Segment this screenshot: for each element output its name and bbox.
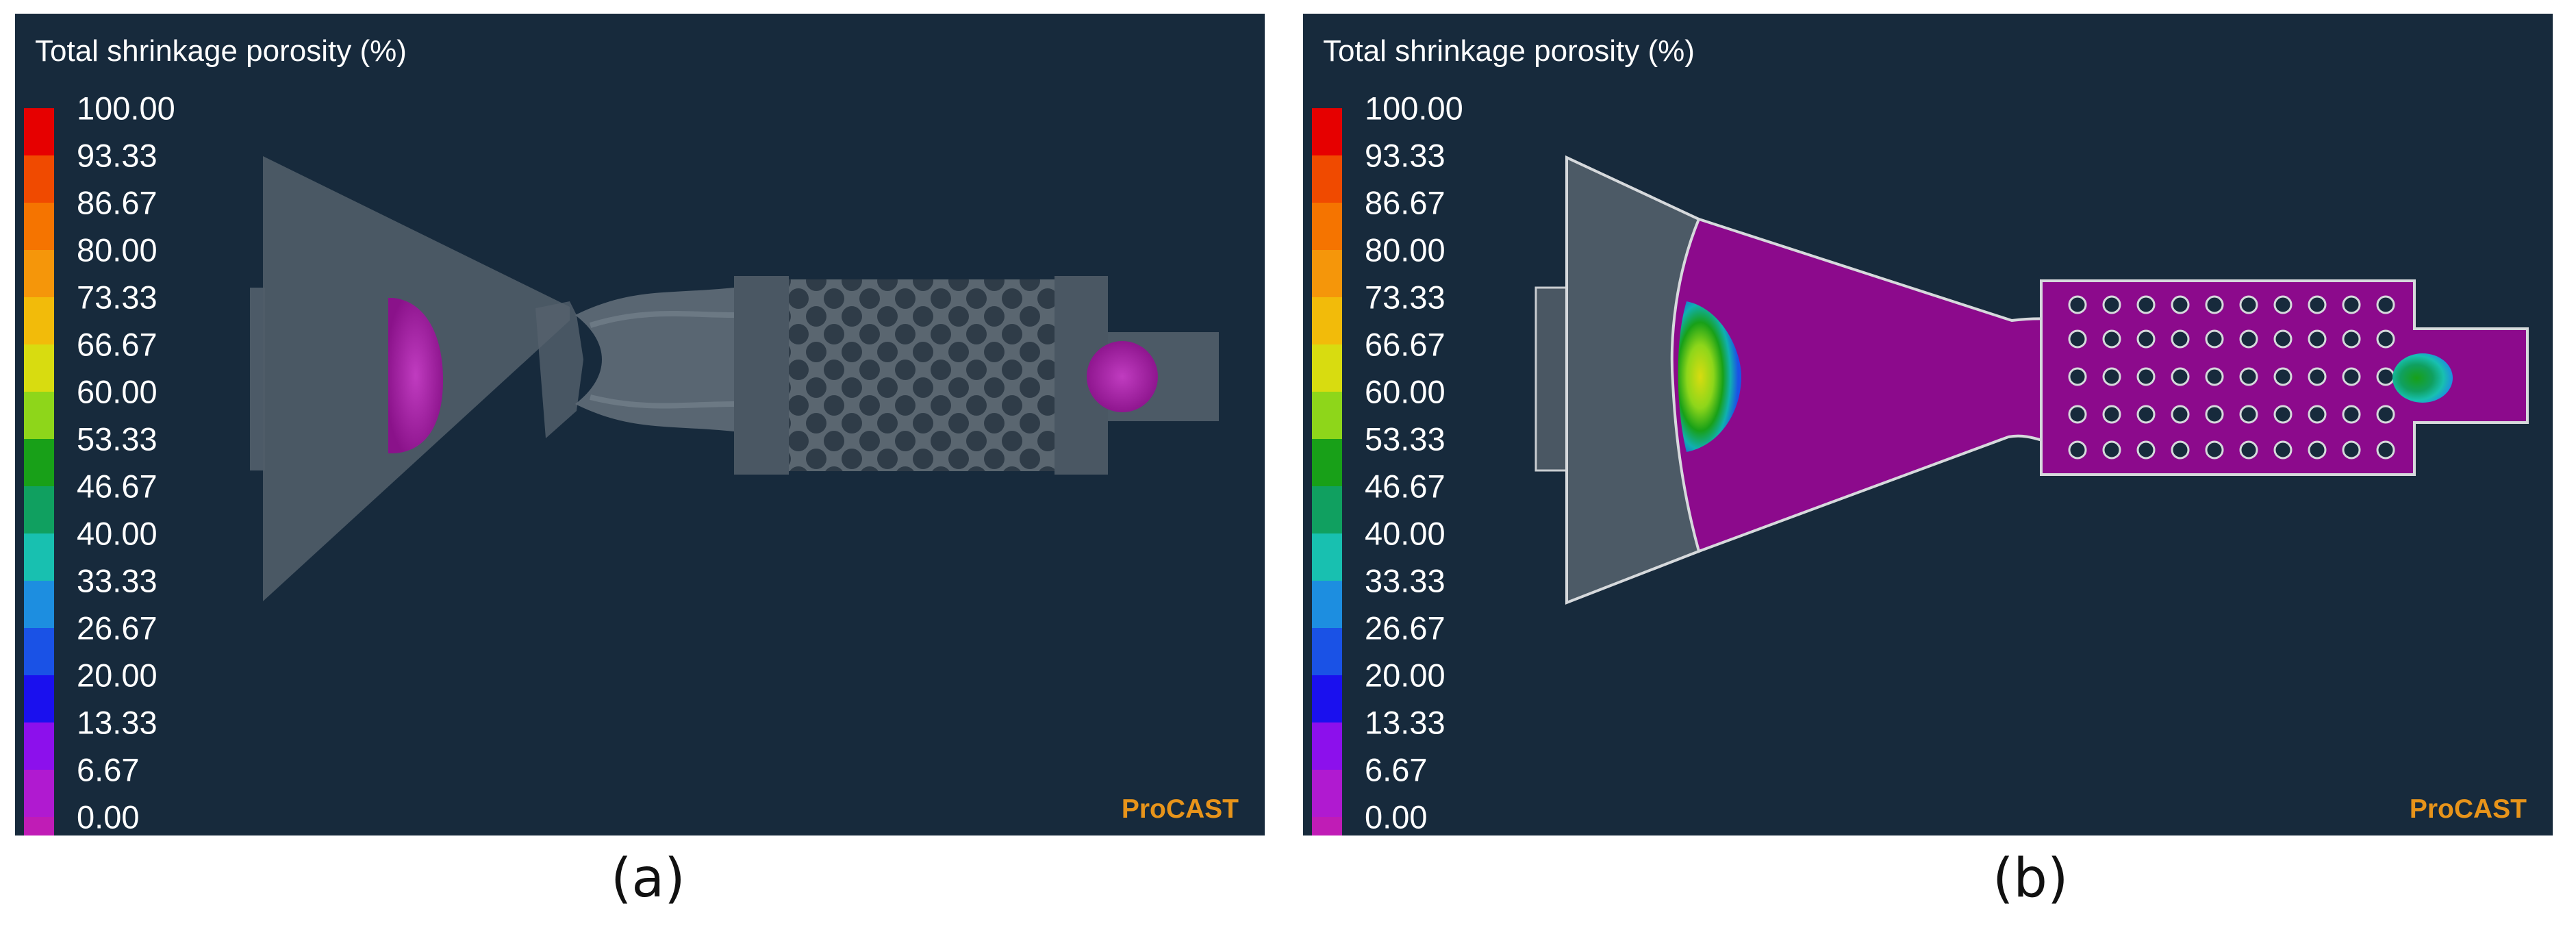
block-left bbox=[734, 276, 789, 475]
hole-grid bbox=[2068, 295, 2395, 460]
colorbar-tick-label: 80.00 bbox=[77, 231, 157, 268]
colorbar bbox=[24, 108, 54, 835]
colorbar-segment bbox=[24, 628, 54, 675]
procast-logo: ProCAST bbox=[1121, 794, 1239, 824]
colorbar-segment bbox=[24, 581, 54, 628]
colorbar-segment bbox=[1312, 392, 1342, 439]
colorbar-segment bbox=[1312, 203, 1342, 250]
colorbar-tick-label: 100.00 bbox=[77, 90, 175, 127]
colorbar-segment bbox=[24, 250, 54, 297]
caption-a: (a) bbox=[611, 848, 685, 909]
colorbar-segment bbox=[24, 297, 54, 344]
colorbar-segment bbox=[24, 439, 54, 486]
panel-b: Total shrinkage porosity (%) 100.00 93.33… bbox=[1303, 14, 2553, 835]
cone-neck bbox=[535, 301, 583, 438]
colorbar-segment bbox=[24, 533, 54, 581]
colorbar-segment bbox=[1312, 250, 1342, 297]
colorbar-segment bbox=[24, 486, 54, 533]
colorbar-tick-label: 40.00 bbox=[77, 515, 157, 552]
colorbar-segment bbox=[1312, 722, 1342, 770]
colorbar-tick-label: 53.33 bbox=[1365, 420, 1445, 457]
colorbar-segment bbox=[24, 392, 54, 439]
colorbar-tick-label: 26.67 bbox=[1365, 609, 1445, 646]
colorbar-segment bbox=[1312, 108, 1342, 155]
colorbar-segment bbox=[24, 722, 54, 770]
colorbar-segment bbox=[1312, 581, 1342, 628]
colorbar-segment bbox=[1312, 344, 1342, 392]
colorbar-segment bbox=[24, 203, 54, 250]
colorbar-segment bbox=[1312, 770, 1342, 817]
colorbar-segment bbox=[24, 155, 54, 203]
colorbar-tick-label: 73.33 bbox=[1365, 279, 1445, 316]
colorbar-tick-label: 93.33 bbox=[77, 137, 157, 174]
casting-model-3d bbox=[250, 156, 1219, 601]
colorbar-tick-label: 46.67 bbox=[1365, 468, 1445, 505]
colorbar-tick-label: 46.67 bbox=[77, 468, 157, 505]
colorbar-tick-label: 60.00 bbox=[77, 373, 157, 410]
colorbar-segment bbox=[24, 817, 54, 835]
colorbar-tick-label: 20.00 bbox=[1365, 657, 1445, 694]
colorbar bbox=[1312, 108, 1342, 835]
colorbar-tick-label: 6.67 bbox=[1365, 751, 1428, 788]
colorbar-tick-label: 60.00 bbox=[1365, 373, 1445, 410]
caption-b: (b) bbox=[1993, 848, 2069, 909]
colorbar-segment bbox=[1312, 297, 1342, 344]
porosity-region-outlet bbox=[1087, 341, 1158, 412]
colorbar-tick-label: 33.33 bbox=[1365, 562, 1445, 599]
colorbar-tick-label: 26.67 bbox=[77, 609, 157, 646]
colorbar-title: Total shrinkage porosity (%) bbox=[35, 34, 407, 68]
feeder-stub bbox=[1535, 286, 1571, 472]
colorbar-tick-label: 66.67 bbox=[1365, 326, 1445, 363]
colorbar-tick-label: 73.33 bbox=[77, 279, 157, 316]
colorbar-tick-label: 20.00 bbox=[77, 657, 157, 694]
procast-logo: ProCAST bbox=[2409, 794, 2527, 824]
colorbar-segment bbox=[1312, 155, 1342, 203]
colorbar-segment bbox=[1312, 533, 1342, 581]
colorbar-title: Total shrinkage porosity (%) bbox=[1323, 34, 1695, 68]
colorbar-tick-label: 86.67 bbox=[77, 184, 157, 221]
colorbar-segment bbox=[24, 675, 54, 722]
colorbar-segment bbox=[24, 108, 54, 155]
colorbar-tick-label: 40.00 bbox=[1365, 515, 1445, 552]
colorbar-tick-label: 100.00 bbox=[1365, 90, 1463, 127]
colorbar-tick-label: 0.00 bbox=[1365, 799, 1428, 835]
colorbar-segment bbox=[1312, 628, 1342, 675]
panel-a: Total shrinkage porosity (%) 100.00 93.33… bbox=[15, 14, 1265, 835]
colorbar-tick-label: 13.33 bbox=[1365, 704, 1445, 741]
colorbar-segment bbox=[24, 770, 54, 817]
perforated-section bbox=[789, 279, 1070, 471]
feeder-stub bbox=[250, 288, 265, 470]
colorbar-tick-label: 53.33 bbox=[77, 420, 157, 457]
colorbar-tick-label: 33.33 bbox=[77, 562, 157, 599]
colorbar-tick-label: 6.67 bbox=[77, 751, 140, 788]
casting-section-view bbox=[1535, 155, 2529, 605]
colorbar-tick-label: 80.00 bbox=[1365, 231, 1445, 268]
tubes bbox=[575, 288, 734, 431]
porosity-region-cone bbox=[388, 298, 443, 453]
colorbar-tick-label: 93.33 bbox=[1365, 137, 1445, 174]
colorbar-tick-label: 86.67 bbox=[1365, 184, 1445, 221]
colorbar-segment bbox=[1312, 486, 1342, 533]
colorbar-tick-label: 66.67 bbox=[77, 326, 157, 363]
colorbar-segment bbox=[1312, 439, 1342, 486]
colorbar-segment bbox=[1312, 817, 1342, 835]
colorbar-tick-label: 13.33 bbox=[77, 704, 157, 741]
colorbar-segment bbox=[24, 344, 54, 392]
colorbar-segment bbox=[1312, 675, 1342, 722]
hotspot-outlet bbox=[2392, 353, 2453, 403]
colorbar-tick-label: 0.00 bbox=[77, 799, 140, 835]
hotspot-cone bbox=[1678, 301, 1741, 452]
